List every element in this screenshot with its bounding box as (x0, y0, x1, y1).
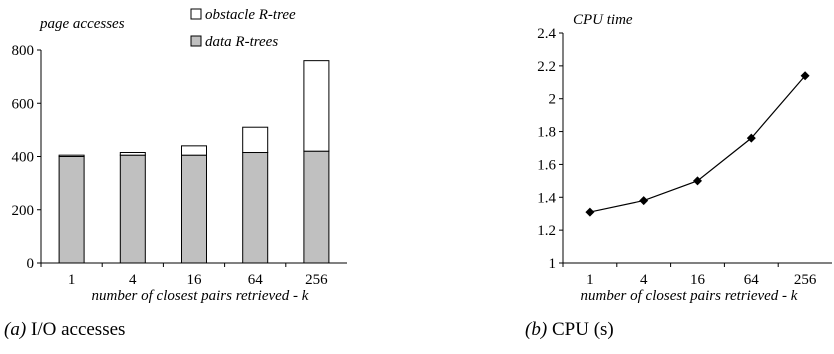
bar-data-rtrees (181, 154, 207, 264)
cpu-time-point (746, 133, 756, 143)
cpu-time-point (639, 196, 649, 206)
chart-b-caption-text: CPU (s) (552, 319, 614, 340)
bar-data-rtrees (119, 154, 146, 264)
chart-b-ytick-label: 2.2 (537, 59, 556, 75)
chart-a-ytick-label: 800 (12, 43, 35, 59)
chart-b-ytick-label: 1.8 (537, 125, 556, 141)
chart-b-xtick-label: 16 (690, 272, 706, 288)
chart-a-xtick-label: 1 (68, 272, 76, 288)
chart-b-xtick-label: 256 (794, 272, 817, 288)
chart-a-ytick-label: 0 (27, 256, 35, 272)
io-accesses-chart: page accesses obstacle R-tree data R-tre… (4, 7, 347, 340)
chart-b-ytick-label: 1.4 (537, 190, 556, 206)
chart-a-caption-label: (a) (4, 319, 26, 340)
chart-a-xtick-label: 64 (248, 272, 264, 288)
cpu-time-point (693, 176, 702, 186)
bar-obstacle-rtree (119, 152, 146, 156)
chart-b-ytick-label: 2 (549, 92, 557, 108)
cpu-time-point (585, 207, 595, 217)
chart-b-ytick-label: 1.6 (537, 157, 556, 173)
chart-a-xtick-label: 4 (129, 272, 137, 288)
legend-swatch-obstacle (190, 8, 202, 20)
chart-b-ytick-label: 1 (549, 256, 557, 272)
cpu-time-line (589, 75, 806, 213)
cpu-time-chart: CPU time 1 1.2 1.4 1.6 1.8 2 2.2 2.4 1 4 16 64 256 n… (525, 12, 832, 340)
bar-obstacle-rtree (242, 126, 269, 154)
chart-b-axes: 1 1.2 1.4 1.6 1.8 2 2.2 2.4 1 4 16 64 256 (537, 26, 832, 288)
legend-label-obstacle: obstacle R-tree (205, 7, 296, 23)
bar-data-rtrees (303, 150, 330, 264)
chart-a-xtick-label: 16 (187, 272, 203, 288)
chart-a-ytick-label: 400 (12, 150, 35, 166)
chart-a-xlabel: number of closest pairs retrieved - k (92, 288, 309, 304)
chart-b-caption-label: (b) (525, 319, 547, 340)
chart-a-legend: obstacle R-tree data R-trees (190, 7, 296, 50)
chart-a-ytick-label: 200 (12, 203, 35, 219)
chart-b-ytick-label: 1.2 (537, 223, 556, 239)
bar-obstacle-rtree (58, 154, 85, 157)
chart-a-xtick-label: 256 (305, 272, 328, 288)
chart-b-ytick-label: 2.4 (537, 26, 556, 42)
cpu-time-point (800, 71, 810, 81)
bar-data-rtrees (242, 152, 269, 264)
chart-a-caption-text: I/O accesses (31, 319, 125, 340)
chart-a-ylabel: page accesses (39, 16, 125, 32)
chart-b-xtick-label: 4 (640, 272, 648, 288)
chart-b-series (585, 71, 810, 217)
chart-b-xtick-label: 64 (744, 272, 760, 288)
chart-b-xlabel: number of closest pairs retrieved - k (581, 288, 798, 304)
legend-swatch-data (190, 35, 202, 47)
chart-a-axes: 0 200 400 600 800 1 4 16 64 256 (12, 43, 347, 288)
legend-label-data: data R-trees (205, 34, 278, 50)
chart-b-xtick-label: 1 (586, 272, 594, 288)
bar-obstacle-rtree (181, 145, 207, 156)
chart-a-bars (58, 60, 330, 264)
chart-b-ylabel: CPU time (573, 12, 633, 28)
chart-a-ytick-label: 600 (12, 96, 35, 112)
bar-obstacle-rtree (303, 60, 330, 152)
bar-data-rtrees (58, 156, 85, 264)
